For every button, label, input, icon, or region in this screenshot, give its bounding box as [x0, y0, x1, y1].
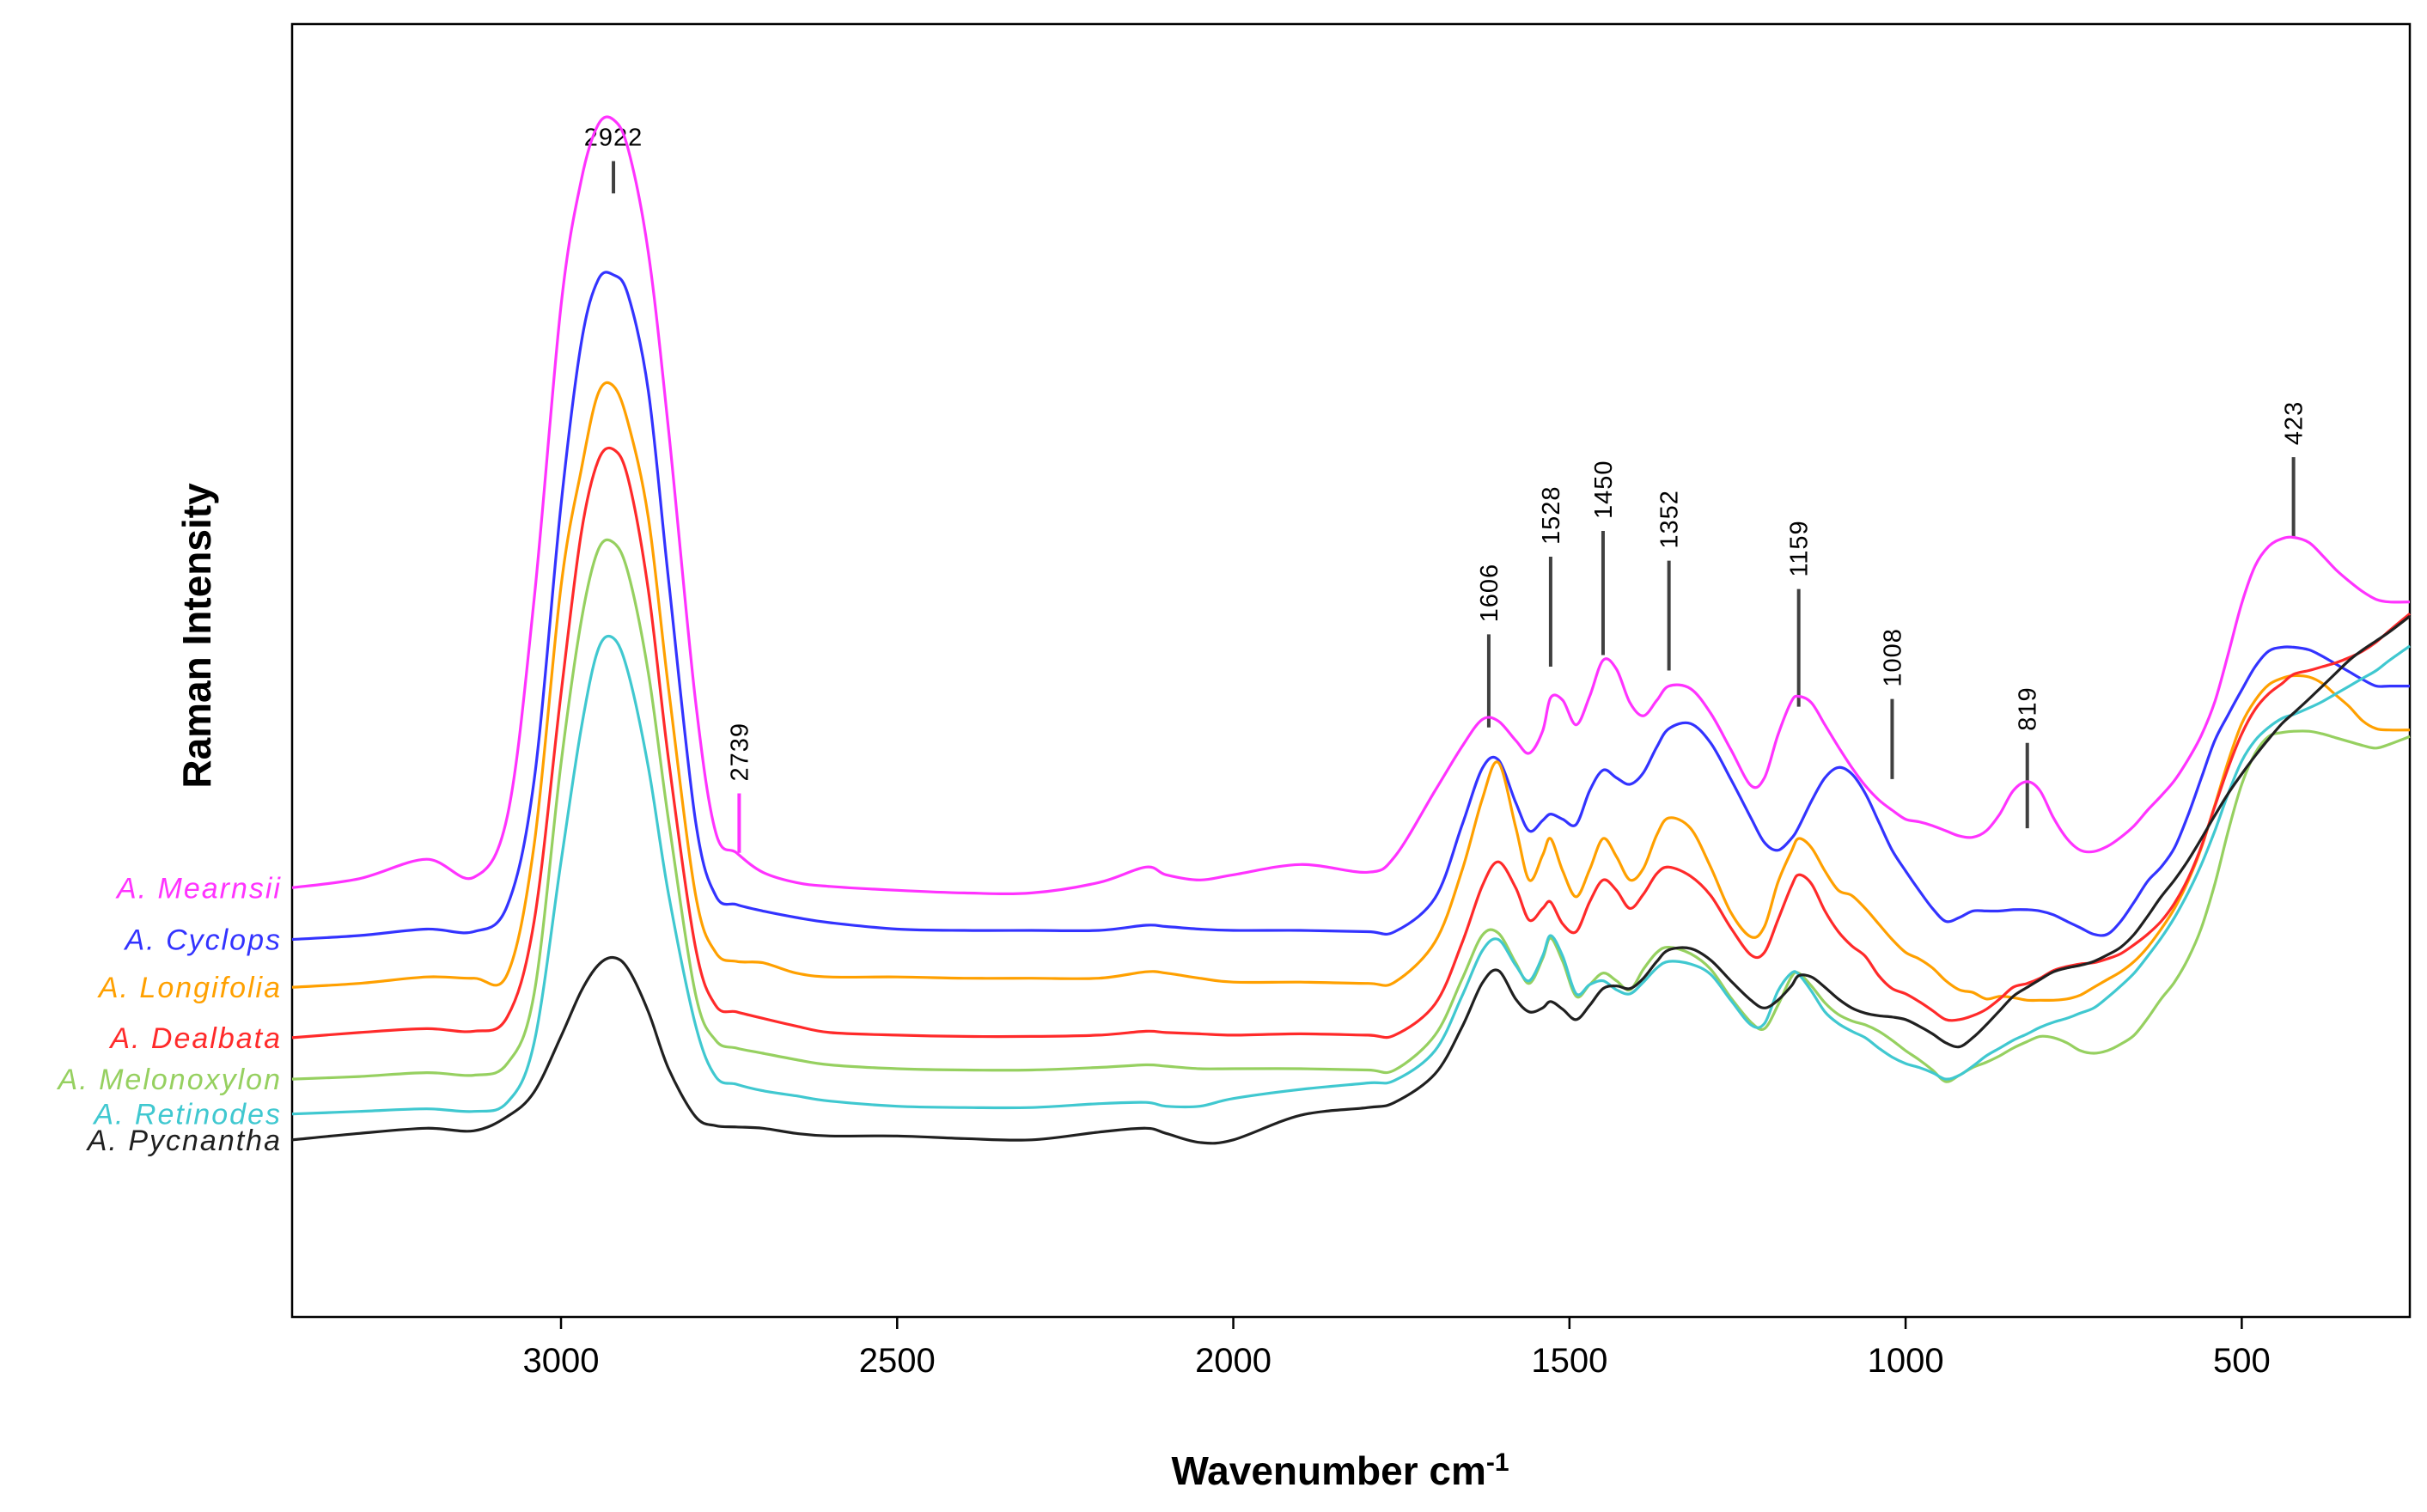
series-label-a-mearnsii: A. Mearnsii [115, 872, 282, 905]
series-label-a-pycnantha: A. Pycnantha [86, 1125, 282, 1157]
x-axis-title: Wavenumber cm-1 [1171, 1448, 1509, 1493]
series-label-a-retinodes: A. Retinodes [92, 1099, 282, 1131]
series-line-a-retinodes [291, 634, 2411, 1116]
series-line-a-longifolia [291, 381, 2411, 1003]
series-line-a-cyclops [291, 271, 2410, 942]
spectra-traces [291, 115, 2412, 1145]
series-line-a-mearnsii [291, 115, 2411, 895]
x-axis-ticks: 3000 2500 2000 1500 1000 500 [523, 1317, 2271, 1380]
plot-frame [290, 22, 2412, 1319]
series-label-a-longifolia: A. Longifolia [97, 972, 282, 1004]
series-label-a-melonoxylon: A. Melonoxylon [57, 1064, 282, 1096]
x-tick-label: 2000 [1195, 1342, 1271, 1380]
series-line-a-melonoxylon [291, 538, 2411, 1083]
series-labels: A. Mearnsii A. Cyclops A. Longifolia A. Dea… [57, 872, 283, 1157]
series-label-a-cyclops: A. Cyclops [124, 924, 283, 957]
peak-label-1450: 1450 [1590, 460, 1618, 519]
peak-label-1606: 1606 [1476, 564, 1503, 623]
series-line-a-dealbata [291, 446, 2412, 1040]
peak-label-1352: 1352 [1656, 490, 1684, 549]
x-tick-label: 3000 [523, 1342, 600, 1380]
x-tick-label: 1000 [1868, 1342, 1944, 1380]
peak-label-819: 819 [2015, 686, 2042, 730]
x-axis-title-superscript: -1 [1486, 1448, 1509, 1477]
y-axis-title: Raman Intensity [174, 483, 219, 789]
peak-label-423: 423 [2281, 401, 2308, 445]
series-label-a-dealbata: A. Dealbata [108, 1022, 282, 1055]
peak-label-1528: 1528 [1538, 486, 1565, 546]
x-axis-title-text: Wavenumber cm [1171, 1448, 1485, 1493]
x-tick-label: 2500 [859, 1342, 936, 1380]
x-tick-label: 1500 [1531, 1342, 1607, 1380]
peak-label-1008: 1008 [1879, 628, 1906, 687]
peak-label-1159: 1159 [1786, 520, 1814, 576]
series-line-a-pycnantha [291, 615, 2411, 1145]
peak-label-2739: 2739 [726, 722, 753, 782]
x-tick-label: 500 [2213, 1342, 2271, 1380]
